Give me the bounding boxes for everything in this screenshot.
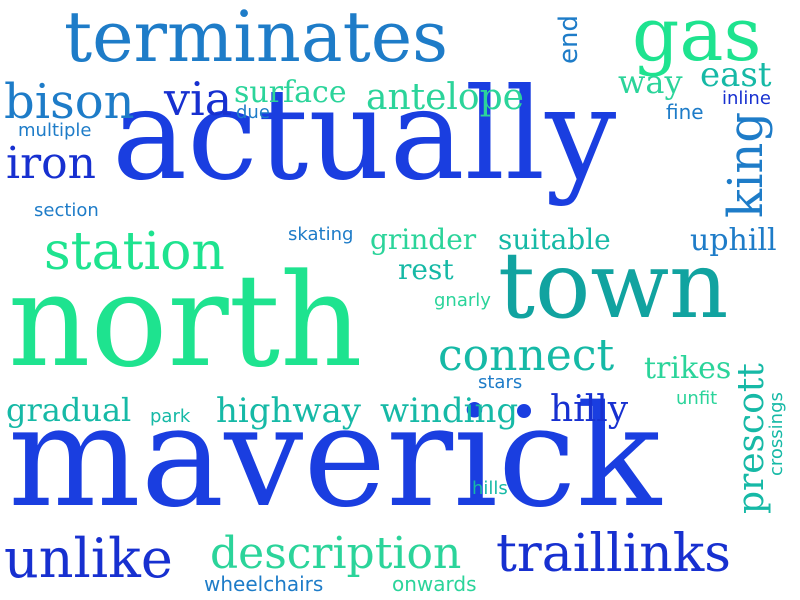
word-east: east (700, 55, 772, 95)
word-crossings: crossings (766, 392, 787, 476)
word-highway: highway (216, 391, 362, 431)
word-hilly: hilly (550, 389, 629, 430)
word-end: end (554, 15, 584, 64)
word-fine: fine (666, 100, 704, 124)
word-skating: skating (288, 224, 354, 245)
word-uphill: uphill (690, 223, 777, 258)
word-station: station (44, 222, 225, 282)
word-antelope: antelope (366, 77, 524, 118)
word-park: park (150, 406, 191, 427)
word-onwards: onwards (392, 572, 477, 596)
word-wheelchairs: wheelchairs (204, 572, 324, 596)
word-king: king (718, 111, 774, 218)
word-surface: surface (234, 75, 347, 110)
word-maverick: maverick (8, 376, 662, 539)
word-iron: iron (6, 138, 96, 189)
word-hills: hills (472, 478, 508, 499)
word-trikes: trikes (644, 351, 732, 386)
word-connect: connect (438, 330, 615, 381)
word-bison: bison (4, 74, 135, 130)
word-gas: gas (632, 0, 762, 78)
word-gnarly: gnarly (434, 290, 491, 311)
word-north: north (8, 247, 363, 396)
word-description: description (210, 528, 462, 579)
word-winding: winding (380, 391, 519, 431)
word-suitable: suitable (498, 223, 611, 256)
word-multiple: multiple (18, 120, 92, 141)
word-inline: inline (722, 88, 771, 109)
word-town: town (498, 232, 729, 339)
dot-mark (517, 404, 531, 418)
word-rest: rest (398, 253, 454, 286)
word-way: way (618, 63, 683, 101)
word-stars: stars (478, 372, 523, 393)
word-grinder: grinder (370, 223, 477, 256)
word-section: section (34, 200, 99, 221)
word-gradual: gradual (6, 391, 132, 429)
word-traillinks: traillinks (496, 524, 731, 584)
word-prescott: prescott (731, 363, 772, 514)
word-unlike: unlike (4, 527, 173, 590)
word-actually: actually (112, 61, 617, 208)
word-due: due (236, 102, 270, 123)
word-terminates: terminates (64, 0, 449, 78)
word-unfit: unfit (676, 388, 718, 409)
word-via: via (164, 72, 233, 126)
